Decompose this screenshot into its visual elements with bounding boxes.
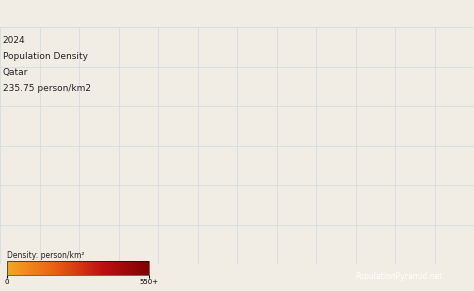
Text: Qatar: Qatar <box>3 68 28 77</box>
Text: Density: person/km²: Density: person/km² <box>7 251 85 260</box>
Text: 235.75 person/km2: 235.75 person/km2 <box>3 84 91 93</box>
Text: 2024: 2024 <box>3 36 25 45</box>
Text: PopulationPyramid.net: PopulationPyramid.net <box>356 272 443 281</box>
Text: Population Density: Population Density <box>3 52 88 61</box>
